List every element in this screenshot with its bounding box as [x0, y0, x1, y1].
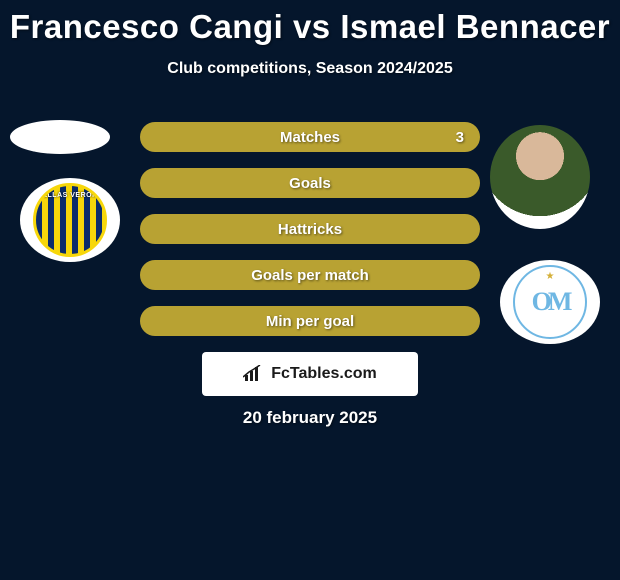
bar-min-per-goal: Min per goal: [140, 306, 480, 336]
date-label: 20 february 2025: [0, 408, 620, 428]
watermark-text: FcTables.com: [271, 365, 377, 383]
subtitle: Club competitions, Season 2024/2025: [0, 60, 620, 78]
player1-club-badge: HELLAS VERONA: [20, 178, 120, 262]
bar-goals-per-match: Goals per match: [140, 260, 480, 290]
bar-label: Goals per match: [142, 262, 478, 288]
player1-avatar: [10, 120, 110, 154]
bar-label: Goals: [142, 170, 478, 196]
hellas-badge-text: HELLAS VERONA: [36, 192, 104, 199]
bar-goals: Goals: [140, 168, 480, 198]
bar-value-right: 3: [456, 124, 464, 150]
comparison-bars: Matches 3 Goals Hattricks Goals per matc…: [140, 122, 480, 352]
bar-matches: Matches 3: [140, 122, 480, 152]
player2-avatar: [490, 125, 590, 229]
star-icon: ★: [546, 271, 555, 282]
marseille-badge-icon: ★ OM: [513, 265, 587, 339]
bar-label: Matches: [142, 124, 478, 150]
hellas-verona-badge-icon: HELLAS VERONA: [33, 183, 107, 257]
fctables-watermark: FcTables.com: [202, 352, 418, 396]
om-letters: OM: [532, 287, 569, 317]
player2-club-badge: ★ OM: [500, 260, 600, 344]
bar-label: Hattricks: [142, 216, 478, 242]
page-title: Francesco Cangi vs Ismael Bennacer: [0, 0, 620, 46]
bar-hattricks: Hattricks: [140, 214, 480, 244]
bar-label: Min per goal: [142, 308, 478, 334]
bar-chart-icon: [243, 365, 265, 383]
